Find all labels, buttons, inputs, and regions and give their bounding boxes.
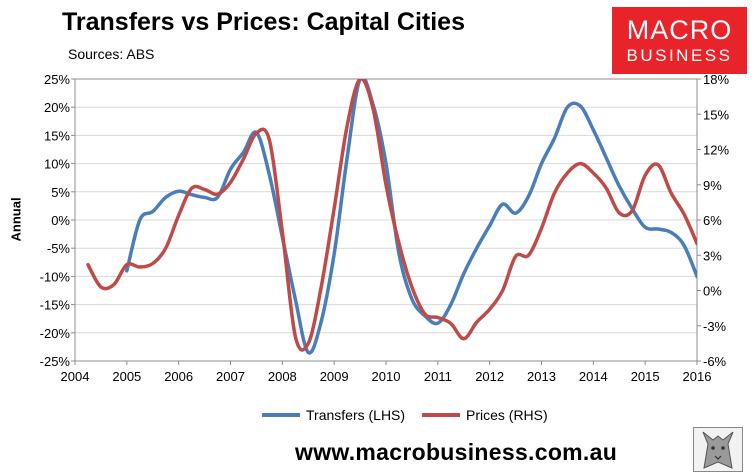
legend-label-transfers: Transfers (LHS) bbox=[306, 407, 406, 423]
legend-label-prices: Prices (RHS) bbox=[466, 407, 548, 423]
y2-tick-label-7: 15% bbox=[703, 107, 729, 122]
chart-source: Sources: ABS bbox=[68, 46, 155, 62]
x-tick-label-5: 2009 bbox=[320, 369, 349, 384]
y2-tick-label-1: -3% bbox=[703, 319, 727, 334]
y-tick-label-2: -15% bbox=[40, 298, 71, 313]
macrobusiness-logo[interactable]: MACRO BUSINESS bbox=[612, 7, 747, 74]
y2-tick-label-0: -6% bbox=[703, 354, 727, 369]
chart-legend: Transfers (LHS) Prices (RHS) bbox=[0, 405, 755, 425]
y-tick-label-8: 15% bbox=[44, 128, 70, 143]
x-tick-label-4: 2008 bbox=[268, 369, 297, 384]
x-tick-label-1: 2005 bbox=[112, 369, 141, 384]
wolf-logo-icon bbox=[693, 427, 743, 472]
y-tick-label-3: -10% bbox=[40, 269, 71, 284]
x-tick-label-0: 2004 bbox=[61, 369, 90, 384]
logo-line-1: MACRO bbox=[626, 15, 733, 45]
series-line-transfers bbox=[125, 79, 697, 355]
y-tick-label-5: 0% bbox=[51, 213, 70, 228]
legend-item-transfers: Transfers (LHS) bbox=[262, 405, 405, 425]
legend-item-prices: Prices (RHS) bbox=[422, 405, 548, 425]
footer-website-link[interactable]: www.macrobusiness.com.au bbox=[295, 439, 618, 465]
x-tick-label-11: 2015 bbox=[631, 369, 660, 384]
x-tick-label-6: 2010 bbox=[372, 369, 401, 384]
y-tick-label-1: -20% bbox=[40, 326, 71, 341]
y2-tick-label-5: 9% bbox=[703, 178, 722, 193]
y-tick-label-7: 10% bbox=[44, 157, 70, 172]
y-tick-label-6: 5% bbox=[51, 185, 70, 200]
y-tick-label-4: -5% bbox=[47, 241, 71, 256]
legend-swatch-transfers bbox=[262, 413, 300, 417]
x-tick-label-12: 2016 bbox=[683, 369, 712, 384]
x-tick-label-8: 2012 bbox=[475, 369, 504, 384]
logo-line-2: BUSINESS bbox=[626, 46, 733, 65]
series-line-prices bbox=[86, 79, 697, 352]
y-tick-label-0: -25% bbox=[40, 354, 71, 369]
legend-swatch-prices bbox=[422, 413, 460, 417]
page-title: Transfers vs Prices: Capital Cities bbox=[62, 8, 465, 36]
x-tick-label-2: 2006 bbox=[164, 369, 193, 384]
x-tick-label-9: 2013 bbox=[527, 369, 556, 384]
x-tick-label-10: 2014 bbox=[579, 369, 608, 384]
x-tick-label-3: 2007 bbox=[216, 369, 245, 384]
y2-tick-label-4: 6% bbox=[703, 213, 722, 228]
y2-tick-label-8: 18% bbox=[703, 72, 729, 87]
y2-tick-label-2: 0% bbox=[703, 284, 722, 299]
line-chart: -25% -20% -15% -10% -5% 0% 5% 10% 15% 20% 25% -6% -3… bbox=[40, 72, 730, 384]
y-tick-label-10: 25% bbox=[44, 72, 70, 87]
y2-tick-label-3: 3% bbox=[703, 248, 722, 263]
y-tick-label-9: 20% bbox=[44, 100, 70, 115]
y2-tick-label-6: 12% bbox=[703, 143, 729, 158]
x-tick-label-7: 2011 bbox=[424, 369, 452, 384]
